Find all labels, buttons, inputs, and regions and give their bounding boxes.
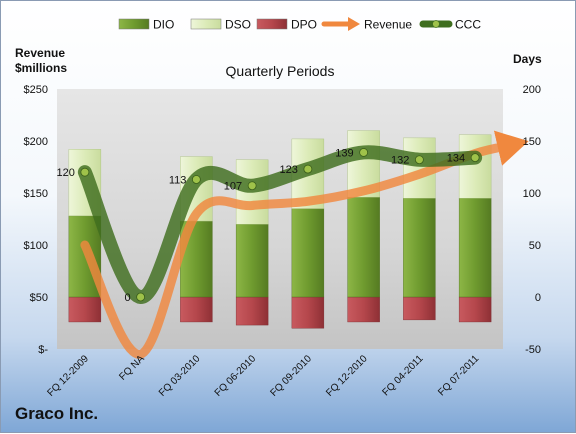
category-label: FQ 12-2009	[45, 353, 91, 399]
legend-label-ccc: CCC	[455, 18, 481, 32]
category-label: FQ 04-2011	[381, 353, 426, 398]
ccc-point	[359, 148, 369, 157]
ccc-data-label: 132	[391, 155, 409, 167]
ccc-point	[80, 167, 90, 177]
bar-dpo	[291, 296, 325, 329]
right-tick-label: 0	[535, 292, 541, 304]
legend-label-revenue: Revenue	[364, 18, 412, 32]
legend-label-dio: DIO	[153, 18, 174, 32]
left-tick-label: $-	[38, 344, 48, 356]
bar-dpo	[458, 296, 492, 323]
right-tick-label: 200	[523, 84, 541, 96]
bar-dpo	[235, 296, 269, 326]
bar-dpo	[68, 296, 102, 323]
ccc-data-label: 134	[447, 153, 465, 165]
right-tick-label: 100	[523, 188, 541, 200]
ccc-point	[414, 155, 424, 165]
ccc-point	[247, 181, 257, 191]
category-label: FQ 06-2010	[213, 353, 259, 399]
ccc-data-label: 139	[335, 147, 353, 159]
right-tick-label: -50	[525, 344, 541, 356]
legend-label-dpo: DPO	[291, 18, 317, 32]
left-tick-label: $250	[24, 84, 48, 96]
legend-marker-ccc	[432, 20, 440, 28]
right-tick-label: 150	[523, 136, 541, 148]
legend-arrowhead-revenue	[348, 17, 360, 31]
legend-swatch-dpo	[256, 18, 288, 30]
ccc-data-label: 0	[125, 292, 131, 304]
right-axis-label: Days	[513, 52, 542, 66]
legend-swatch-dso	[190, 18, 222, 30]
bar-dio	[291, 208, 325, 298]
bar-dpo	[347, 296, 380, 323]
chart-title: Quarterly Periods	[226, 63, 335, 79]
category-label: FQ 09-2010	[268, 353, 314, 399]
category-label: FQ 12-2010	[324, 353, 370, 399]
company-name: Graco Inc.	[15, 404, 99, 423]
ccc-point	[191, 175, 201, 184]
ccc-point	[470, 153, 480, 163]
legend-label-dso: DSO	[225, 18, 251, 32]
left-tick-label: $150	[24, 188, 48, 200]
bar-dio	[235, 223, 269, 298]
category-label: FQ 07-2011	[436, 353, 481, 398]
left-tick-label: $100	[24, 240, 48, 252]
category-label: FQ NA	[117, 353, 147, 383]
left-tick-label: $200	[24, 136, 48, 148]
ccc-data-label: 113	[169, 174, 187, 186]
left-axis-label-line1: Revenue	[15, 46, 65, 60]
category-label: FQ 03-2010	[157, 353, 203, 399]
left-axis-label-line2: $millions	[15, 61, 67, 75]
bar-dpo	[180, 296, 213, 323]
plot-area	[57, 89, 503, 349]
bar-dio	[458, 197, 492, 298]
bar-dio	[347, 196, 380, 298]
right-tick-label: 50	[529, 240, 541, 252]
ccc-data-label: 107	[224, 181, 242, 193]
ccc-point	[136, 292, 146, 302]
ccc-data-label: 123	[280, 164, 298, 176]
ccc-data-label: 120	[57, 167, 75, 179]
bar-dio	[403, 197, 436, 298]
left-tick-label: $50	[30, 292, 48, 304]
legend-swatch-dio	[118, 18, 150, 30]
bar-dso	[458, 134, 492, 199]
bar-dpo	[403, 296, 436, 321]
ccc-point	[303, 164, 313, 174]
